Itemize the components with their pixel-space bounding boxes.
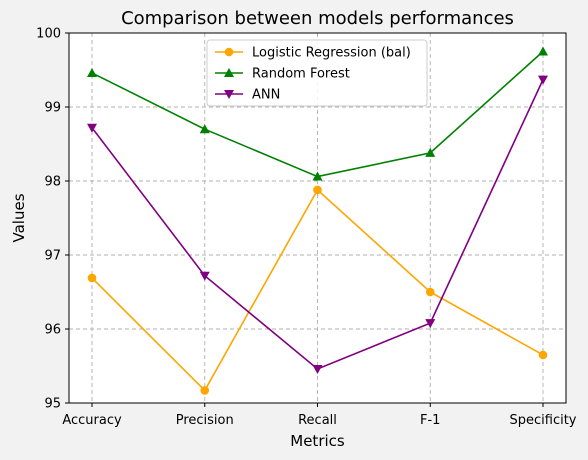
legend-label: Logistic Regression (bal) [252,46,411,61]
legend-marker [224,68,234,77]
y-tick-label: 95 [44,397,61,412]
y-axis-label: Values [10,193,28,242]
data-point [199,271,210,281]
series-group [87,185,548,395]
data-point [313,185,322,195]
legend-marker [224,90,234,99]
data-point [87,273,97,283]
data-point [312,171,323,181]
y-tick-label: 99 [44,101,61,116]
data-point [312,364,323,374]
legend: Logistic Regression (bal) Random Forest AN… [206,39,428,107]
data-point [199,124,210,134]
data-point [425,147,436,157]
data-point [200,386,210,395]
y-tick-label: 97 [44,249,61,264]
series-lines [87,46,548,395]
legend-item: Logistic Regression (bal) [215,46,411,61]
data-point [538,75,548,85]
legend-item: Random Forest [215,67,350,82]
legend-box [206,39,428,107]
x-tick-label: Specificity [510,413,577,428]
legend-label: ANN [252,88,280,103]
y-tick-label: 96 [44,323,61,338]
data-point [538,46,548,56]
x-tick-label: Precision [176,413,234,428]
data-point [538,350,548,360]
y-tick-label: 100 [36,27,61,42]
chart-title: Comparison between models performances [121,8,514,29]
series-group [87,75,548,374]
data-point [87,67,97,77]
data-point [425,287,435,297]
x-tick-label: F-1 [420,413,440,428]
data-point [425,319,436,329]
x-tick-label: Accuracy [62,413,122,428]
axes: Accuracy Precision Recall F-1 Specificity 95 9… [36,27,577,429]
y-tick-label: 98 [44,175,61,190]
legend-label: Random Forest [252,67,350,82]
legend-marker [224,47,234,57]
x-axis-label: Metrics [290,432,345,450]
x-tick-label: Recall [298,413,337,428]
data-point [87,123,97,133]
series-group [87,46,548,181]
legend-item: ANN [215,88,280,103]
